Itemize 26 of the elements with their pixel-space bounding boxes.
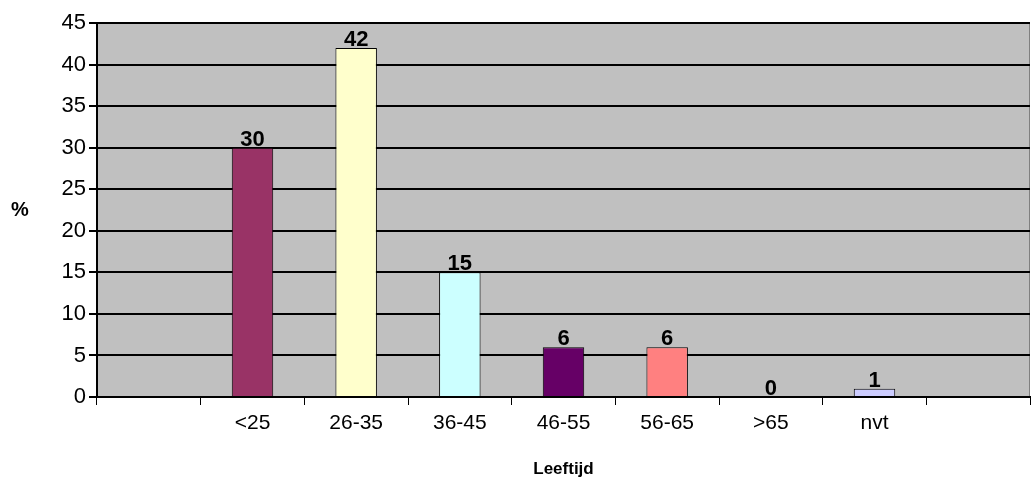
y-tick-label: 45: [61, 9, 86, 35]
x-tick-label: <25: [234, 410, 271, 434]
data-label: 42: [343, 26, 369, 51]
y-tick-label: 25: [61, 175, 86, 201]
y-tick-label: 30: [61, 133, 86, 159]
data-label: 30: [240, 125, 265, 151]
data-label: 6: [661, 325, 674, 351]
x-tick-label: nvt: [860, 410, 889, 434]
y-tick-label: 10: [61, 299, 86, 325]
y-tick-label: 0: [73, 383, 86, 409]
y-tick-label: 20: [61, 216, 86, 242]
y-tick-label: 40: [61, 50, 86, 76]
data-label: 0: [764, 375, 777, 401]
x-tick-label: 46-55: [536, 410, 591, 434]
x-tick-label: 26-35: [329, 410, 384, 434]
data-label: 6: [557, 325, 570, 351]
x-tick-label: 36-45: [432, 410, 487, 434]
data-label: 15: [447, 250, 473, 276]
y-tick-label: 5: [73, 341, 86, 367]
data-label: 1: [868, 366, 881, 392]
y-tick-label: 15: [61, 258, 86, 284]
y-axis-title: %: [11, 197, 30, 220]
y-tick-label: 35: [61, 92, 86, 118]
x-tick-label: 56-65: [640, 410, 695, 434]
x-tick-label: >65: [753, 410, 789, 434]
x-axis-title: Leeftijd: [533, 459, 594, 479]
